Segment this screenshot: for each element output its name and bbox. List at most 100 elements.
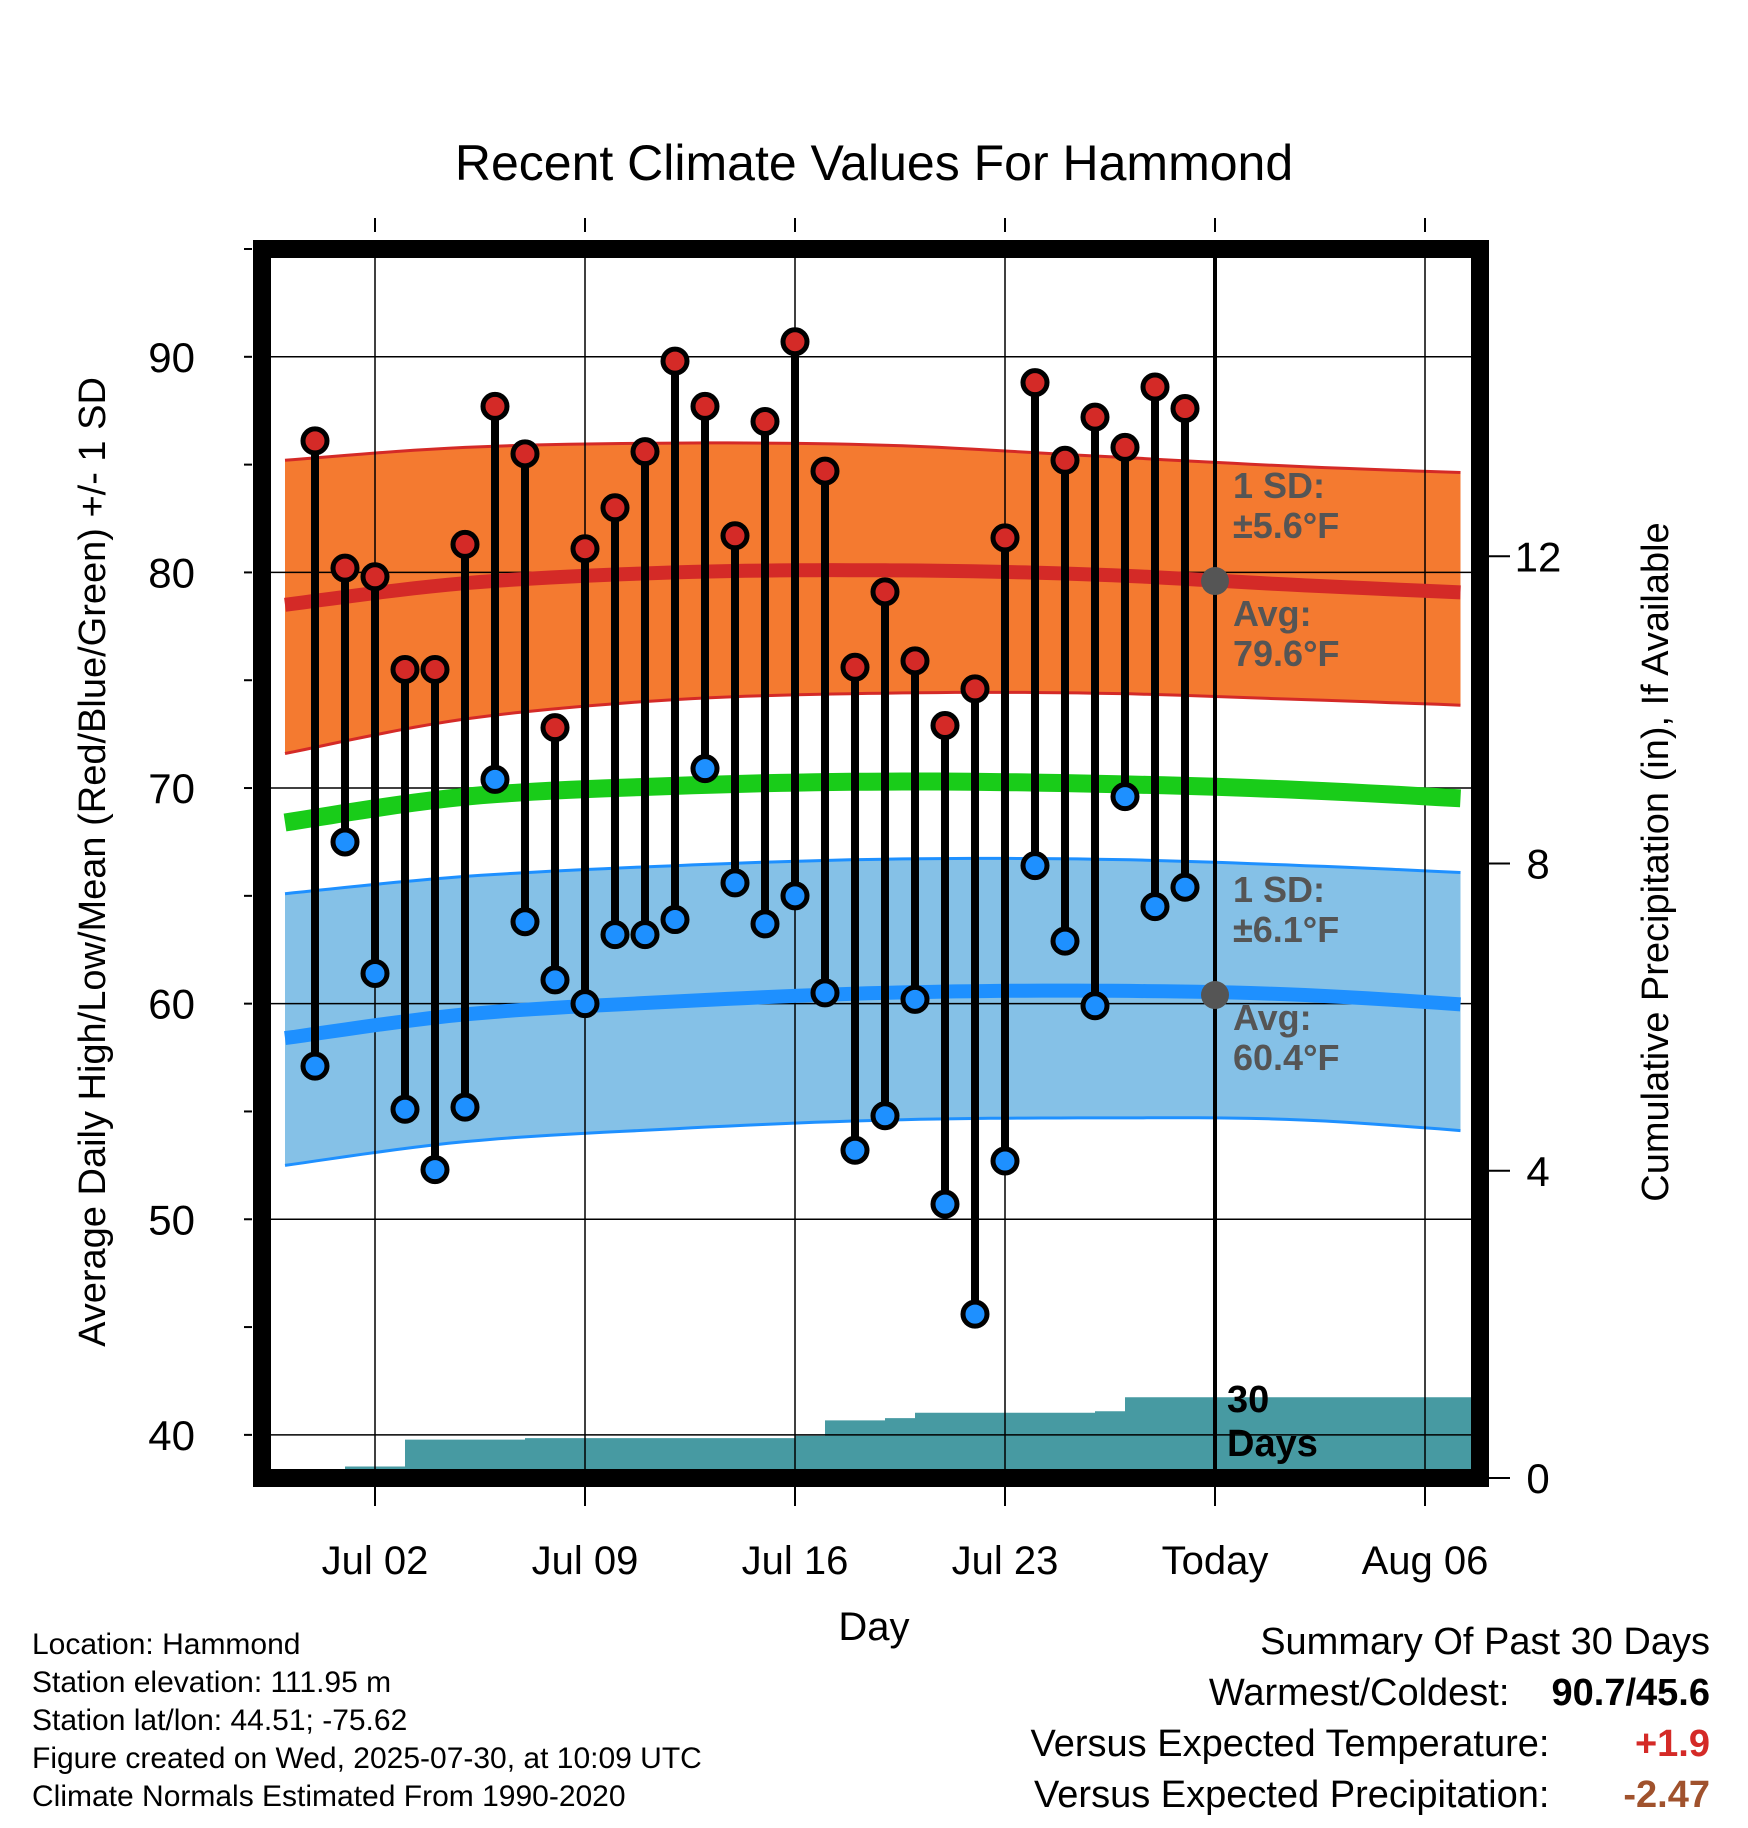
precip-label: Versus Expected Precipitation: [1034, 1774, 1550, 1816]
summary-warm-cold: Warmest/Coldest: 90.7/45.6 [1031, 1668, 1710, 1719]
y-tick-label-left-60: 60 [148, 981, 195, 1028]
y-axis-label-left: Average Daily High/Low/Mean (Red/Blue/Gr… [72, 377, 114, 1347]
y-tick-label-right-4: 4 [1526, 1148, 1549, 1195]
high-point-2025-07-25 [1050, 445, 1080, 475]
low-point-2025-07-06 [480, 764, 510, 794]
station-info: Location: Hammond Station elevation: 111… [32, 1626, 702, 1816]
high-point-2025-07-05 [450, 529, 480, 559]
warm-cold-value: 90.7/45.6 [1551, 1672, 1710, 1714]
low-point-2025-07-19 [870, 1101, 900, 1131]
x-axis-label: Day [838, 1605, 909, 1649]
high-point-2025-07-29 [1170, 394, 1200, 424]
high-point-2025-07-09 [570, 534, 600, 564]
y-tick-label-right-12: 12 [1515, 533, 1562, 580]
low-point-2025-07-05 [450, 1092, 480, 1122]
high-point-2025-07-12 [660, 346, 690, 376]
location-text: Location: Hammond [32, 1628, 301, 1661]
low-avg-label: Avg: [1233, 997, 1312, 1038]
low-point-2025-07-09 [570, 989, 600, 1019]
low-point-2025-07-15 [750, 909, 780, 939]
y-axis-label-right: Cumulative Precipitation (in), If Availa… [1635, 522, 1677, 1201]
x-tick-label-3: Jul 23 [952, 1539, 1059, 1583]
low-sd-label: 1 SD: [1233, 869, 1325, 910]
latlon-text: Station lat/lon: 44.51; -75.62 [32, 1704, 408, 1737]
axes: 40 50 60 70 80 90 0 4 8 12 Jul 02 Jul 09 Jul 16 Jul 2… [148, 218, 1561, 1583]
low-point-2025-07-20 [900, 984, 930, 1014]
high-point-2025-07-27 [1110, 432, 1140, 462]
summary-panel: Summary Of Past 30 Days Warmest/Coldest:… [1031, 1617, 1710, 1821]
low-point-2025-07-04 [420, 1155, 450, 1185]
high-sd-value: ±5.6°F [1233, 505, 1339, 546]
low-point-2025-07-12 [660, 905, 690, 935]
warm-cold-label: Warmest/Coldest: [1208, 1672, 1510, 1714]
y-tick-label-left-80: 80 [148, 549, 195, 596]
created-text: Figure created on Wed, 2025-07-30, at 10… [32, 1742, 702, 1775]
daily-range-bars [300, 327, 1200, 1329]
low-point-2025-07-07 [510, 907, 540, 937]
x-tick-label-4: Today [1162, 1539, 1269, 1583]
precip-cumulative-area [315, 1397, 1480, 1478]
x-tick-label-0: Jul 02 [322, 1539, 429, 1583]
high-point-2025-07-28 [1140, 372, 1170, 402]
low-avg-value: 60.4°F [1233, 1037, 1339, 1078]
low-sd-upper-edge [284, 856, 1461, 896]
high-point-2025-07-17 [810, 456, 840, 486]
high-sd-lower-edge [284, 690, 1461, 755]
low-point-2025-07-01 [330, 827, 360, 857]
high-point-2025-07-21 [930, 711, 960, 741]
low-point-2025-07-25 [1050, 926, 1080, 956]
mean-avg-line [283, 772, 1461, 832]
high-point-2025-07-03 [390, 654, 420, 684]
normal-lines [283, 563, 1461, 1046]
plot-border [253, 240, 1489, 1487]
low-point-2025-07-10 [600, 920, 630, 950]
normals-text: Climate Normals Estimated From 1990-2020 [32, 1780, 626, 1813]
y-tick-label-left-70: 70 [148, 765, 195, 812]
low-point-2025-07-18 [840, 1135, 870, 1165]
high-point-2025-07-14 [720, 521, 750, 551]
precip-area [315, 1397, 1480, 1478]
high-point-2025-07-26 [1080, 402, 1110, 432]
high-point-2025-07-02 [360, 562, 390, 592]
y-tick-label-left-90: 90 [148, 334, 195, 381]
high-point-2025-07-04 [420, 654, 450, 684]
x-tick-label-2: Jul 16 [742, 1539, 849, 1583]
high-point-2025-07-19 [870, 577, 900, 607]
high-avg-label: Avg: [1233, 593, 1312, 634]
precip-value: -2.47 [1623, 1774, 1710, 1816]
low-point-2025-07-16 [780, 881, 810, 911]
low-point-2025-07-28 [1140, 892, 1170, 922]
high-point-2025-07-13 [690, 391, 720, 421]
high-sd-upper-edge [284, 441, 1461, 474]
high-point-2025-07-20 [900, 646, 930, 676]
high-point-2025-07-16 [780, 327, 810, 357]
low-point-2025-07-03 [390, 1094, 420, 1124]
high-point-2025-06-30 [300, 426, 330, 456]
high-point-2025-07-01 [330, 553, 360, 583]
low-point-2025-07-11 [630, 920, 660, 950]
chart-title: Recent Climate Values For Hammond [455, 135, 1293, 191]
high-point-2025-07-08 [540, 713, 570, 743]
high-point-2025-07-24 [1020, 368, 1050, 398]
low-point-2025-07-21 [930, 1189, 960, 1219]
summary-title: Summary Of Past 30 Days [1260, 1621, 1710, 1663]
high-point-2025-07-15 [750, 406, 780, 436]
low-point-2025-07-02 [360, 958, 390, 988]
low-point-2025-07-14 [720, 868, 750, 898]
high-point-2025-07-06 [480, 391, 510, 421]
low-point-2025-07-29 [1170, 872, 1200, 902]
high-avg-line [284, 563, 1461, 612]
high-point-2025-07-22 [960, 674, 990, 704]
summary-temp: Versus Expected Temperature: +1.9 [1031, 1719, 1710, 1770]
high-sd-label: 1 SD: [1233, 465, 1325, 506]
high-avg-value: 79.6°F [1233, 633, 1339, 674]
low-point-2025-06-30 [300, 1051, 330, 1081]
high-point-2025-07-23 [990, 523, 1020, 553]
x-tick-label-5: Aug 06 [1362, 1539, 1489, 1583]
low-point-2025-07-27 [1110, 782, 1140, 812]
today-low-avg-marker [1201, 981, 1229, 1010]
low-point-2025-07-24 [1020, 851, 1050, 881]
low-point-2025-07-26 [1080, 991, 1110, 1021]
x-tick-label-1: Jul 09 [532, 1539, 639, 1583]
